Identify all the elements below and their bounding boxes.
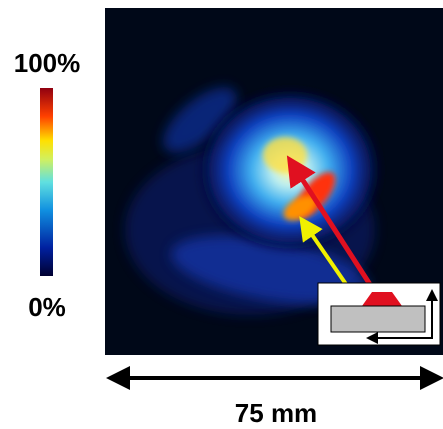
colorbar-min-label: 0% — [28, 292, 66, 322]
scale-bar-label: 75 mm — [235, 398, 317, 428]
colorbar — [40, 88, 53, 276]
colorbar-max-label: 100% — [14, 48, 81, 78]
figure: 100% 0% 75 mm — [0, 0, 443, 429]
inset-diagram — [318, 283, 440, 345]
